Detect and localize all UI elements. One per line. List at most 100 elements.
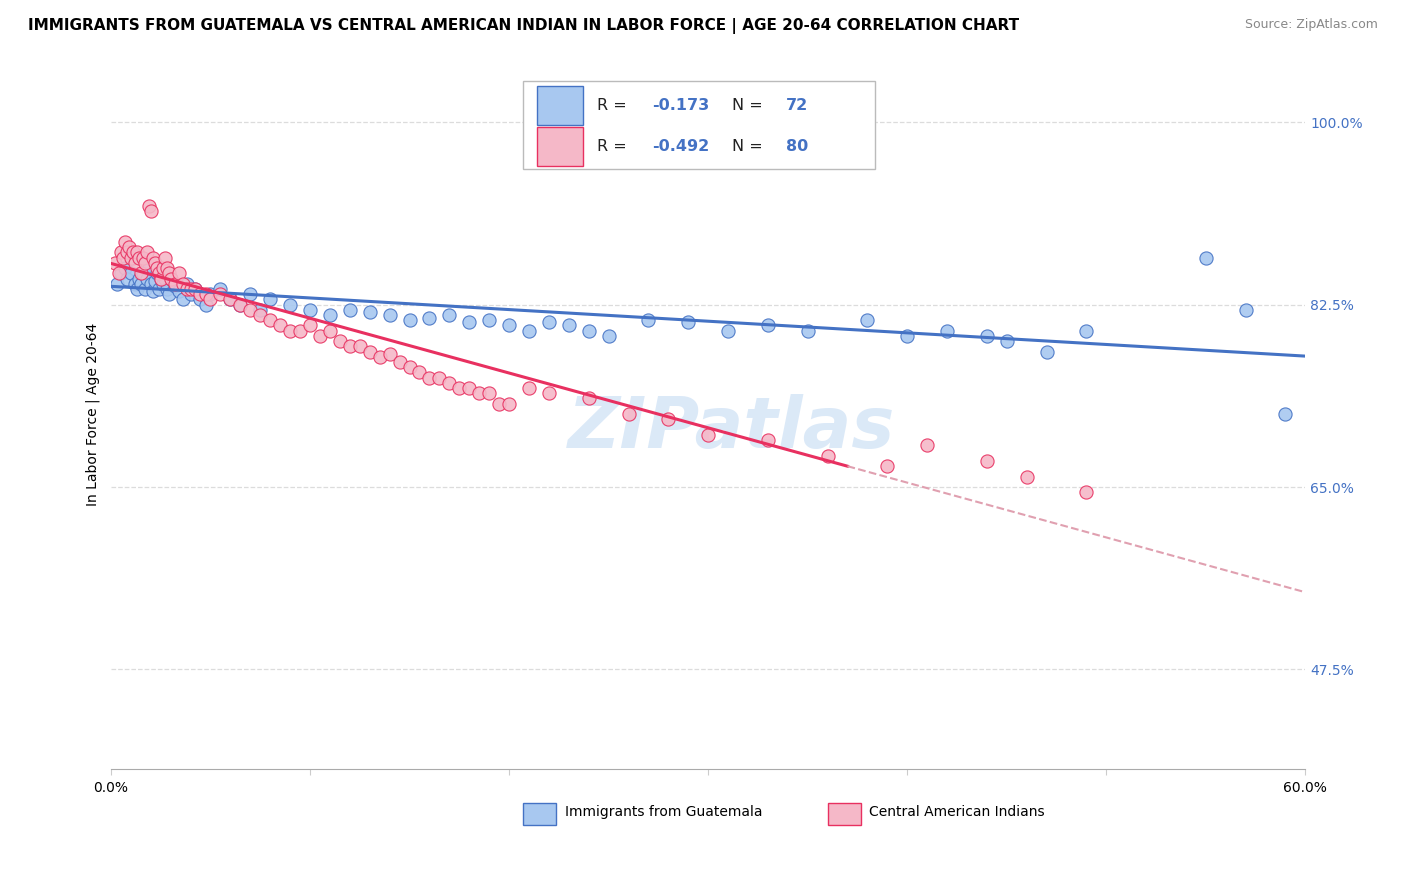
Point (239, 302, 262, 317)
Point (1195, 251, 1218, 265)
Point (697, 428, 720, 442)
Point (142, 284, 165, 298)
Point (796, 324, 818, 338)
Point (149, 271, 172, 285)
Point (195, 297, 218, 311)
Point (578, 392, 600, 406)
Point (176, 282, 198, 296)
Point (359, 305, 381, 319)
Point (200, 293, 222, 307)
Text: Central American Indians: Central American Indians (869, 805, 1045, 820)
Point (142, 251, 165, 265)
Point (329, 334, 352, 348)
Point (104, 256, 127, 270)
FancyBboxPatch shape (523, 81, 876, 169)
Point (138, 198, 160, 212)
Point (1076, 324, 1098, 338)
Point (468, 386, 491, 401)
Point (209, 287, 232, 301)
Point (388, 355, 411, 369)
Point (132, 251, 155, 265)
Text: 72: 72 (786, 98, 808, 113)
Point (129, 277, 152, 291)
Point (118, 240, 141, 254)
Point (128, 251, 150, 265)
Point (115, 271, 138, 285)
Point (418, 370, 440, 384)
Point (108, 266, 131, 280)
Point (976, 329, 998, 343)
Point (259, 313, 281, 327)
Point (190, 293, 212, 307)
Point (478, 313, 501, 327)
Point (398, 313, 420, 327)
Point (156, 282, 179, 296)
Point (145, 266, 167, 280)
Point (319, 308, 342, 322)
Point (143, 274, 166, 288)
Text: Immigrants from Guatemala: Immigrants from Guatemala (565, 805, 762, 820)
Point (110, 245, 132, 260)
Point (120, 266, 142, 280)
Point (498, 318, 520, 333)
Point (537, 386, 560, 401)
Point (439, 376, 461, 390)
Point (249, 308, 271, 322)
Point (378, 308, 401, 322)
Point (128, 271, 150, 285)
Point (657, 412, 679, 426)
Point (125, 282, 148, 296)
Text: -0.492: -0.492 (652, 139, 709, 154)
Point (558, 318, 581, 333)
Point (478, 386, 501, 401)
Point (896, 329, 918, 343)
Point (229, 297, 252, 311)
Point (319, 324, 342, 338)
Point (159, 271, 181, 285)
Point (458, 315, 481, 329)
Point (163, 278, 186, 293)
Point (756, 433, 779, 447)
Point (1274, 407, 1296, 421)
Point (143, 256, 166, 270)
Point (139, 203, 162, 218)
Text: IMMIGRANTS FROM GUATEMALA VS CENTRAL AMERICAN INDIAN IN LABOR FORCE | AGE 20-64 : IMMIGRANTS FROM GUATEMALA VS CENTRAL AME… (28, 18, 1019, 34)
Point (180, 287, 202, 301)
Point (359, 344, 381, 359)
FancyBboxPatch shape (828, 803, 860, 825)
Point (200, 287, 222, 301)
Point (148, 266, 170, 280)
Point (134, 256, 156, 270)
Point (145, 261, 167, 276)
Point (995, 334, 1018, 348)
Point (617, 407, 640, 421)
Point (121, 245, 143, 260)
Point (259, 293, 281, 307)
Point (120, 251, 142, 265)
Point (1015, 469, 1038, 483)
Point (488, 397, 510, 411)
Point (124, 277, 146, 291)
Text: Source: ZipAtlas.com: Source: ZipAtlas.com (1244, 18, 1378, 31)
Point (876, 459, 898, 474)
Point (172, 277, 194, 291)
Point (976, 454, 998, 468)
Point (129, 266, 152, 280)
Text: -0.173: -0.173 (652, 98, 709, 113)
Point (1076, 485, 1098, 500)
Point (135, 271, 157, 285)
Text: 60.0%: 60.0% (1284, 781, 1327, 795)
Point (936, 324, 959, 338)
Point (114, 235, 136, 249)
Text: 0.0%: 0.0% (93, 781, 128, 795)
Text: 80: 80 (786, 139, 808, 154)
Point (517, 324, 540, 338)
Point (856, 313, 879, 327)
Text: N =: N = (733, 139, 763, 154)
Point (172, 293, 194, 307)
Point (339, 302, 361, 317)
Point (148, 282, 170, 296)
Point (152, 261, 174, 276)
Point (678, 315, 700, 329)
Point (398, 360, 420, 375)
